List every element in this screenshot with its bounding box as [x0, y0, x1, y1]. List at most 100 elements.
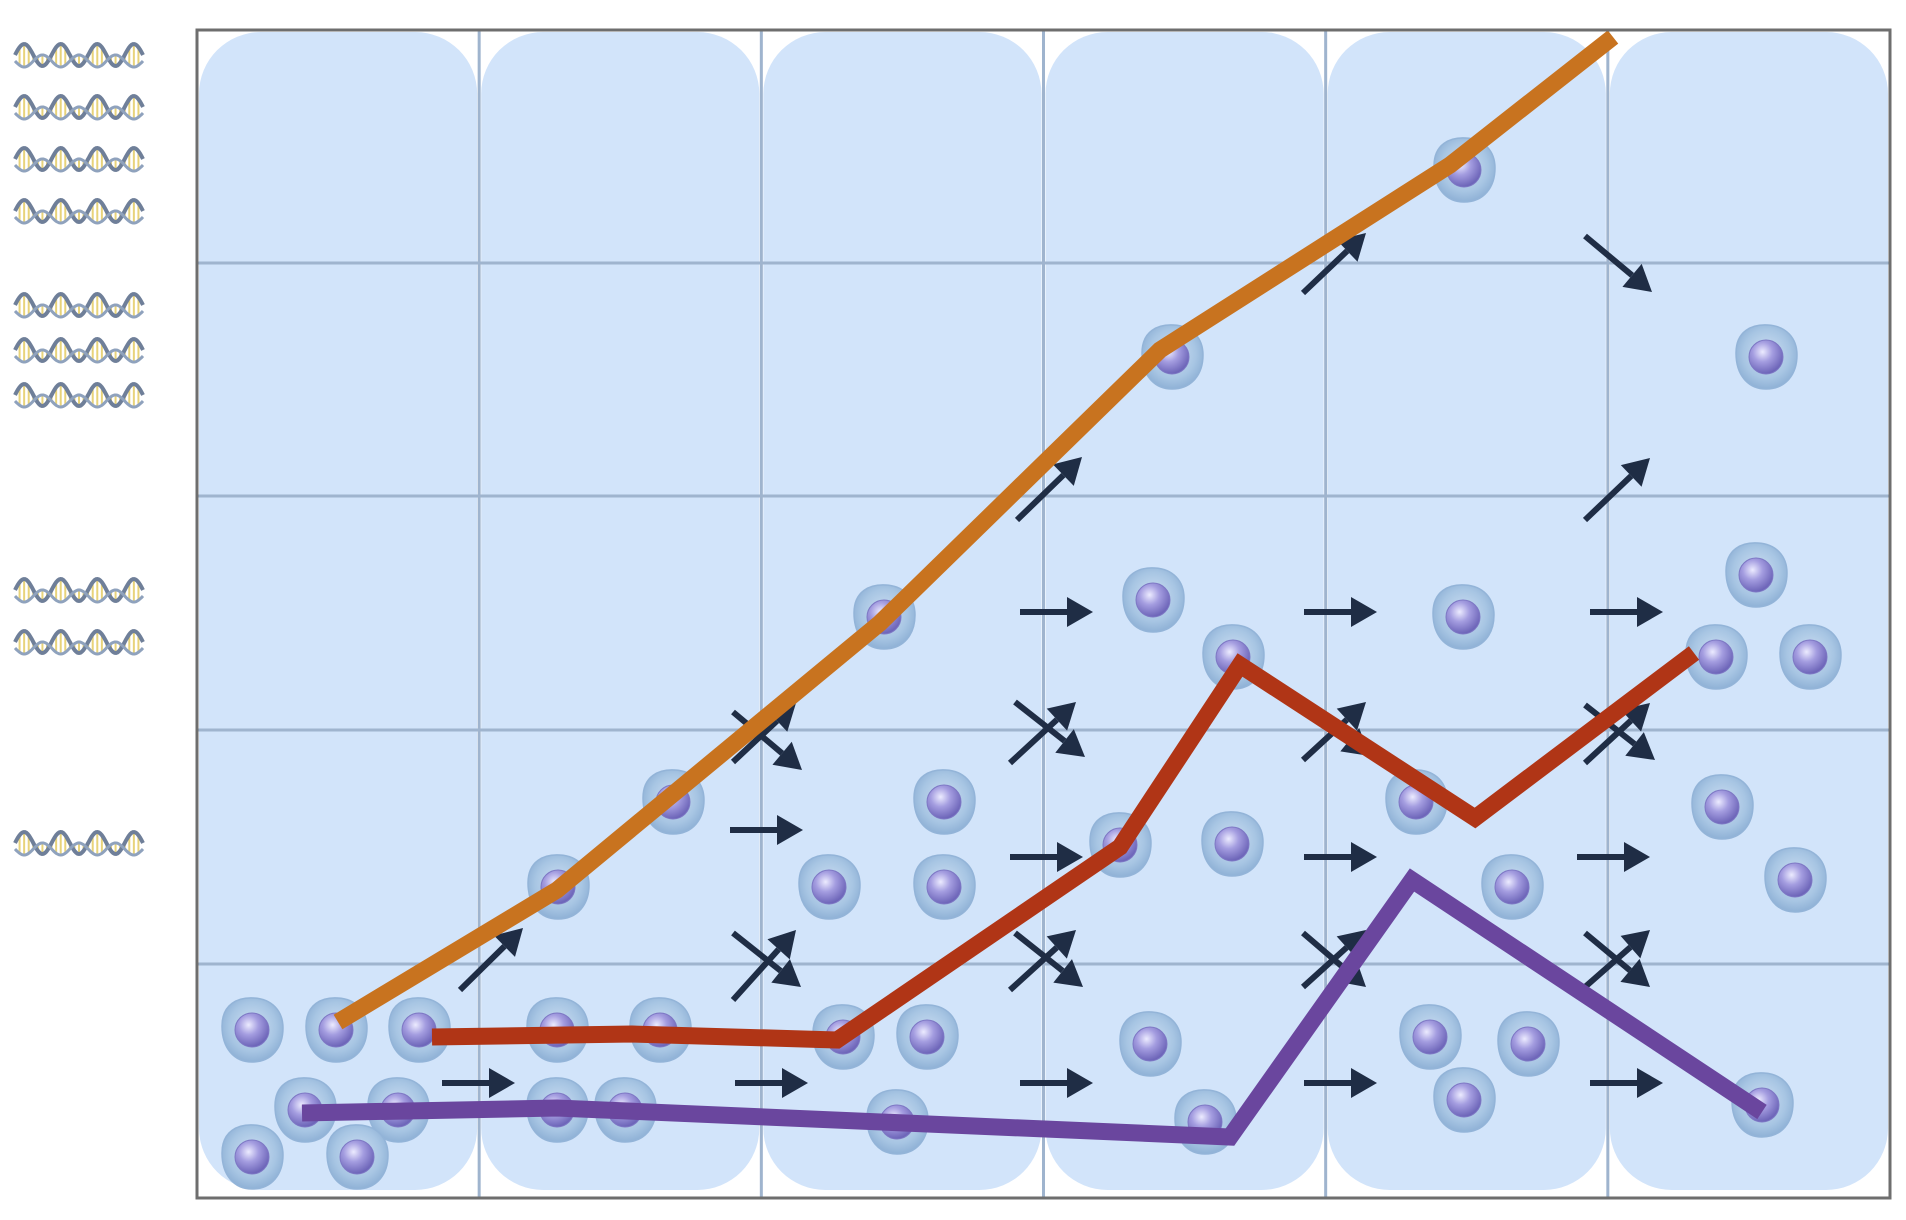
dna-strand — [13, 628, 145, 656]
arrow-head — [489, 1068, 515, 1098]
arrow-icon — [735, 1068, 808, 1098]
arrow-icon — [731, 930, 801, 987]
arrow-icon — [1583, 930, 1650, 990]
dna-helix-icon — [13, 197, 145, 225]
arrow-icon — [1020, 597, 1093, 627]
cell-nucleus — [926, 869, 962, 905]
cell-nucleus — [401, 1012, 437, 1048]
arrow-icon — [1590, 597, 1663, 627]
arrow-head — [1336, 702, 1366, 731]
dna-strand — [13, 105, 145, 121]
arrow-head — [1637, 597, 1663, 627]
red-line — [431, 646, 1700, 1049]
dna-strand — [13, 209, 145, 225]
arrow-group — [442, 233, 1663, 1098]
cell — [388, 997, 451, 1063]
arrow-head — [1351, 1068, 1377, 1098]
arrow-head — [1067, 1068, 1093, 1098]
arrow-head — [1622, 263, 1652, 292]
cell — [1201, 811, 1264, 877]
cell-nucleus — [1748, 339, 1784, 375]
arrow-icon — [1014, 457, 1082, 523]
cell-nucleus — [909, 1019, 945, 1055]
arrow-icon — [1013, 930, 1083, 987]
arrow-icon — [1304, 1068, 1377, 1098]
arrow-icon — [1582, 458, 1650, 523]
arrow-shaft — [1582, 473, 1634, 523]
arrow-icon — [457, 928, 523, 993]
dna-strand — [13, 640, 145, 656]
cell-nucleus — [811, 869, 847, 905]
dna-helix-icon — [13, 381, 145, 409]
arrow-icon — [1304, 842, 1377, 872]
cell-nucleus — [1446, 1082, 1482, 1118]
dna-helix-icon — [13, 336, 145, 364]
arrow-shaft — [730, 947, 781, 1003]
arrow-shaft — [731, 930, 783, 974]
dna-strand — [13, 336, 145, 364]
dna-helix-icon — [13, 145, 145, 173]
arrow-head — [777, 815, 803, 845]
arrow-shaft — [1300, 248, 1350, 296]
dna-strand — [13, 576, 145, 604]
arrow-shaft — [1007, 945, 1059, 993]
cell — [221, 1124, 284, 1190]
arrow-head — [771, 959, 801, 987]
cell-nucleus — [1704, 789, 1740, 825]
cell — [798, 854, 861, 920]
cell — [1481, 854, 1544, 920]
cell — [1122, 567, 1185, 633]
arrow-icon — [730, 930, 796, 1003]
arrow-head — [1620, 958, 1650, 987]
arrow-icon — [730, 815, 803, 845]
dna-helix-icon — [13, 41, 145, 69]
arrow-head — [1046, 930, 1076, 959]
cell-nucleus — [339, 1139, 375, 1175]
arrow-head — [782, 1068, 808, 1098]
dna-helix-icon — [13, 291, 145, 319]
orange-line — [333, 30, 1619, 1030]
dna-strand — [13, 53, 145, 69]
cell — [1685, 624, 1748, 690]
arrow-icon — [1010, 842, 1083, 872]
dna-helix-icon — [13, 628, 145, 656]
arrow-shaft — [730, 718, 780, 765]
cell — [1779, 624, 1842, 690]
arrow-head — [767, 930, 796, 960]
dna-strand — [13, 93, 145, 121]
arrow-icon — [1590, 1068, 1663, 1098]
dna-strand — [13, 291, 145, 319]
arrow-head — [1620, 930, 1650, 959]
cell-nucleus — [1510, 1026, 1546, 1062]
dna-strand — [13, 588, 145, 604]
arrow-shaft — [1582, 718, 1633, 766]
arrow-shaft — [1583, 930, 1632, 973]
cell-nucleus — [1445, 599, 1481, 635]
cell-nucleus — [926, 784, 962, 820]
arrow-icon — [1577, 842, 1650, 872]
arrow-icon — [442, 1068, 515, 1098]
arrow-head — [1046, 702, 1076, 731]
cell-nucleus — [1494, 869, 1530, 905]
dna-strand — [13, 393, 145, 409]
cell — [1433, 1067, 1496, 1133]
arrow-head — [1055, 729, 1085, 757]
dna-helix-icon — [13, 829, 145, 857]
cell — [1764, 847, 1827, 913]
arrow-icon — [1304, 597, 1377, 627]
arrow-head — [1057, 842, 1083, 872]
cell-nucleus — [1135, 582, 1171, 618]
arrow-icon — [1013, 699, 1085, 757]
dna-strand — [13, 829, 145, 857]
arrow-shaft — [1013, 930, 1065, 974]
arrow-head — [1351, 842, 1377, 872]
arrow-head — [1625, 732, 1655, 760]
arrow-icon — [1007, 930, 1076, 993]
arrow-head — [1620, 458, 1650, 487]
dna-strand — [13, 381, 145, 409]
arrow-icon — [1583, 930, 1650, 987]
trend-lines — [301, 30, 1767, 1146]
cell — [1497, 1011, 1560, 1077]
purple-line — [301, 868, 1767, 1146]
